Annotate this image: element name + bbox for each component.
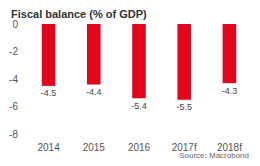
svg-text:2014: 2014 <box>37 142 60 153</box>
svg-text:-8: -8 <box>9 129 18 140</box>
svg-text:Source: Macrobond: Source: Macrobond <box>179 151 249 160</box>
svg-text:2018f: 2018f <box>216 141 242 153</box>
svg-text:-4: -4 <box>9 74 18 85</box>
svg-text:2016: 2016 <box>128 142 151 153</box>
svg-text:-6: -6 <box>9 101 18 112</box>
svg-text:-2: -2 <box>9 46 18 57</box>
svg-text:2015: 2015 <box>83 142 106 153</box>
svg-text:-4.3: -4.3 <box>222 86 238 96</box>
svg-text:-4.5: -4.5 <box>41 88 57 98</box>
svg-text:Fiscal balance (% of GDP): Fiscal balance (% of GDP) <box>11 8 147 20</box>
svg-text:0: 0 <box>12 19 18 30</box>
svg-text:-5.4: -5.4 <box>131 101 147 111</box>
svg-text:2017f: 2017f <box>171 141 197 153</box>
svg-text:-5.5: -5.5 <box>176 102 192 112</box>
svg-text:-4.4: -4.4 <box>86 87 102 97</box>
